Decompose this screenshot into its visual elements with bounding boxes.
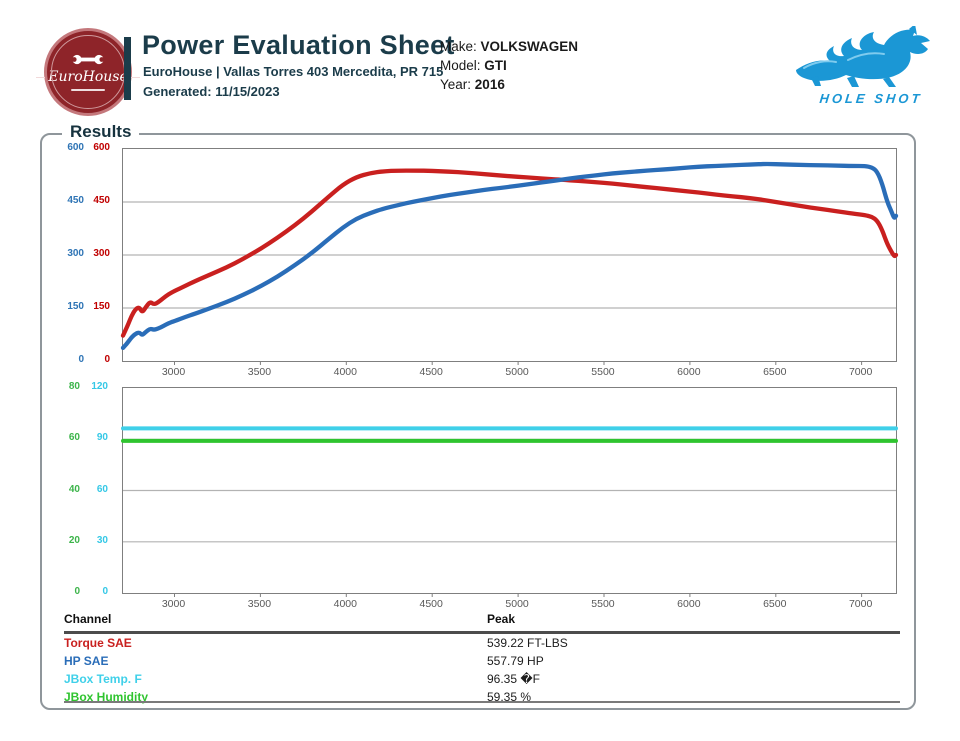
rpm-tick-label: 3500 [247, 598, 272, 610]
year-value: 2016 [474, 77, 505, 92]
year-label: Year: [440, 77, 472, 92]
generated-date: Generated: 11/15/2023 [143, 84, 280, 99]
rpm-tick-label: 7000 [848, 366, 873, 378]
rpm-tick-label: 4500 [419, 598, 443, 610]
horse-icon [796, 24, 930, 87]
humidity-scale-tick-label: 80 [68, 381, 80, 392]
rpm-tick-label: 3000 [161, 366, 186, 378]
vehicle-info: Make: VOLKSWAGEN Model: GTI Year: 2016 [440, 37, 578, 94]
hp-scale-tick-label: 450 [67, 195, 84, 206]
humidity-scale-tick-label: 60 [68, 432, 80, 444]
make-label: Make: [440, 39, 477, 54]
table-row: JBox Humidity 59.35 % [64, 690, 900, 708]
rpm-tick-label: 3500 [247, 366, 272, 378]
channel-name: Torque SAE [64, 636, 132, 650]
humidity-scale-tick-label: 20 [68, 534, 80, 546]
rpm-tick-label: 5500 [591, 366, 615, 378]
model-label: Model: [440, 58, 481, 73]
channel-name: HP SAE [64, 654, 109, 668]
humidity-scale-tick-label: 40 [68, 483, 80, 495]
holeshot-logo: HOLE SHOT [786, 24, 956, 106]
peak-table: Channel Peak Torque SAE 539.22 FT-LBS HP… [64, 612, 900, 706]
rpm-tick-label: 4000 [333, 366, 357, 378]
rpm-tick-label: 6000 [677, 366, 701, 378]
temp-scale-tick-label: 0 [102, 586, 108, 597]
channel-column-header: Channel [64, 612, 112, 626]
table-bottom-rule [64, 701, 900, 703]
humidity-scale-tick-label: 0 [74, 586, 80, 597]
rpm-tick-label: 4000 [333, 598, 357, 610]
rpm-tick-label: 3000 [161, 598, 186, 610]
peak-column-header: Peak [487, 612, 516, 626]
peak-value: 96.35 �F [487, 672, 540, 686]
rpm-tick-label: 5500 [591, 598, 615, 610]
torque-scale-tick-label: 0 [104, 354, 110, 365]
vehicle-make: Make: VOLKSWAGEN [440, 37, 578, 56]
logo-subtext-rule [71, 89, 105, 91]
model-value: GTI [484, 58, 507, 73]
table-row: JBox Temp. F 96.35 �F [64, 672, 900, 690]
holeshot-wordmark: HOLE SHOT [818, 91, 924, 106]
wrench-icon [71, 54, 105, 65]
shop-address: EuroHouse | Vallas Torres 403 Mercedita,… [143, 64, 444, 79]
hp-scale-tick-label: 300 [67, 248, 84, 259]
results-legend: Results [62, 122, 140, 142]
environment-plot [121, 387, 898, 597]
rpm-tick-label: 5000 [505, 366, 529, 378]
torque-scale-tick-label: 300 [93, 248, 110, 259]
power-plot [120, 148, 899, 365]
make-value: VOLKSWAGEN [480, 39, 579, 54]
table-row: Torque SAE 539.22 FT-LBS [64, 636, 900, 654]
title-accent-bar [124, 37, 131, 100]
hp-scale-tick-label: 150 [67, 301, 84, 312]
series-hp-sae [120, 161, 899, 351]
torque-scale-tick-label: 600 [93, 142, 110, 153]
vehicle-year: Year: 2016 [440, 75, 578, 94]
rpm-tick-label: 6000 [677, 598, 701, 610]
page-title: Power Evaluation Sheet [142, 30, 455, 60]
rpm-tick-label: 4500 [419, 366, 443, 378]
torque-scale-tick-label: 150 [93, 301, 110, 312]
temp-scale-tick-label: 60 [96, 483, 108, 495]
temp-scale-tick-label: 90 [96, 432, 108, 444]
rpm-tick-label: 5000 [505, 598, 529, 610]
channel-name: JBox Humidity [64, 690, 149, 704]
table-row: HP SAE 557.79 HP [64, 654, 900, 672]
table-header-rule [64, 631, 900, 634]
peak-value: 539.22 FT-LBS [487, 636, 568, 650]
channel-name: JBox Temp. F [64, 672, 142, 686]
rpm-tick-label: 7000 [848, 598, 873, 610]
temp-scale-tick-label: 120 [91, 381, 108, 392]
hp-scale-tick-label: 600 [67, 142, 84, 153]
rpm-tick-label: 6500 [763, 598, 787, 610]
hp-scale-tick-label: 0 [78, 354, 84, 365]
rpm-tick-label: 6500 [763, 366, 787, 378]
peak-value: 557.79 HP [487, 654, 544, 668]
results-section: Results 600 450 300 150 0 600 450 300 150 0 3000 35… [40, 122, 916, 710]
vehicle-model: Model: GTI [440, 56, 578, 75]
series-torque-sae [120, 168, 899, 338]
eurohouse-logo: EuroHouse [44, 28, 132, 116]
temp-scale-tick-label: 30 [96, 534, 108, 546]
peak-value: 59.35 % [487, 690, 532, 704]
torque-scale-tick-label: 450 [93, 195, 110, 206]
